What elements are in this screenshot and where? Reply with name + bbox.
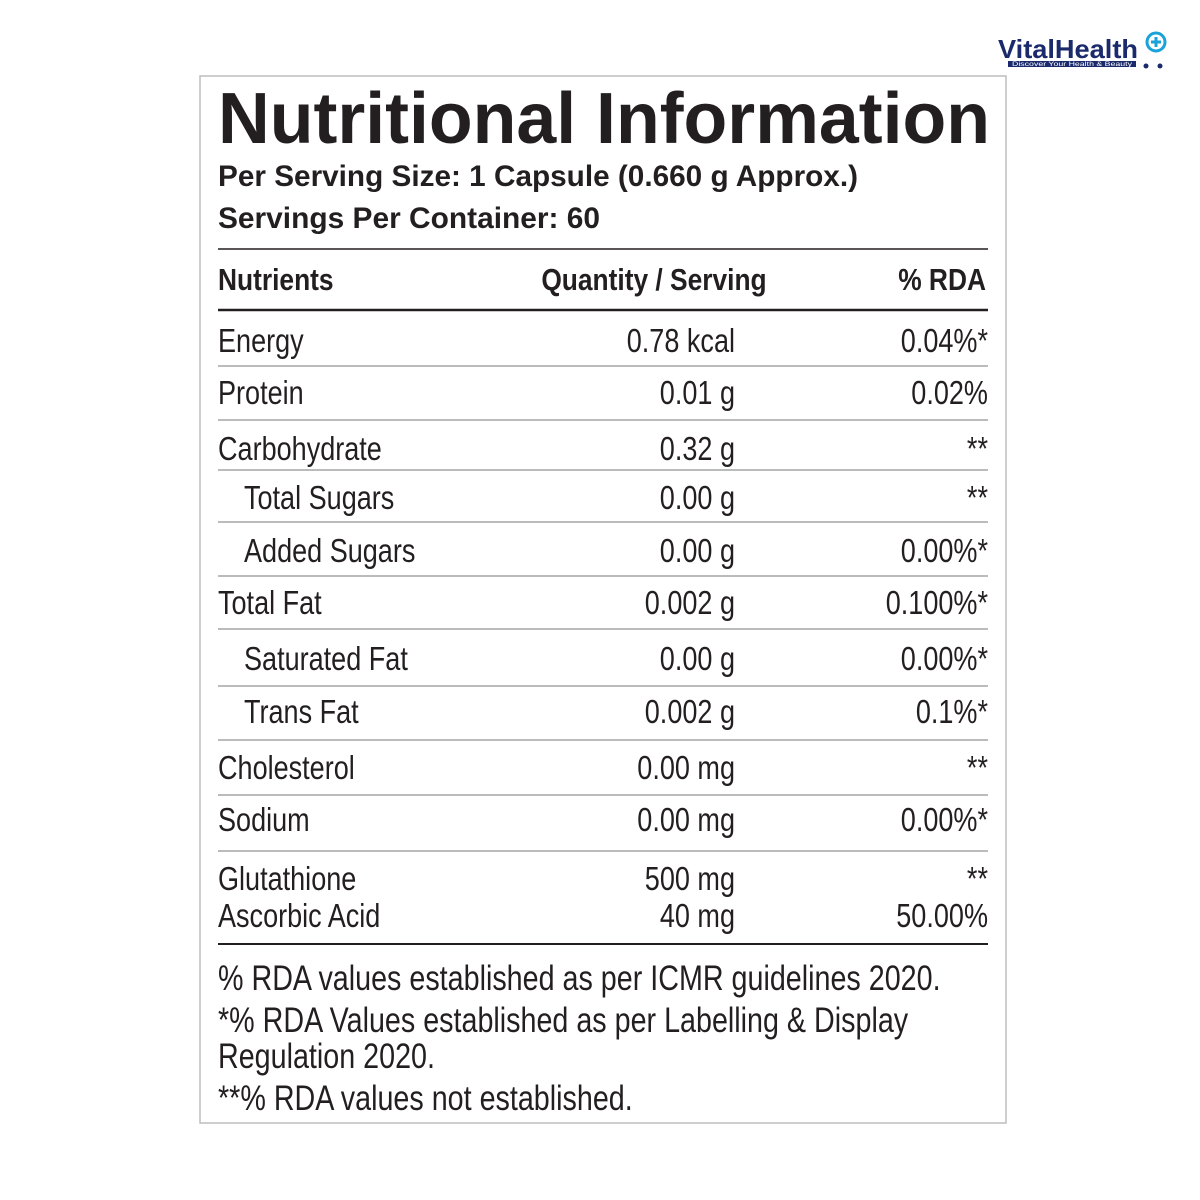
rda: **: [967, 862, 988, 898]
rda: 0.04%*: [901, 324, 988, 360]
rda: **: [967, 751, 988, 787]
serving-size: Per Serving Size: 1 Capsule (0.660 g App…: [218, 160, 858, 193]
nutrient-name: Ascorbic Acid: [218, 899, 380, 935]
nutrition-table: Nutrients Quantity / Serving % RDA Energy 0.…: [218, 263, 988, 935]
quantity: 0.002 g: [645, 695, 735, 731]
nutrient-name: Cholesterol: [218, 751, 355, 787]
rda: 0.02%: [911, 376, 988, 412]
rda: 50.00%: [896, 899, 988, 935]
quantity: 0.78 kcal: [627, 324, 735, 360]
nutrient-name: Sodium: [218, 803, 310, 839]
logo-icon: [1145, 31, 1167, 53]
logo-bar: [1008, 61, 1136, 67]
quantity: 40 mg: [660, 899, 735, 935]
column-header: % RDA: [898, 263, 986, 297]
column-header: Quantity / Serving: [541, 263, 766, 297]
footnote: *% RDA Values established as per Labelli…: [218, 1000, 908, 1039]
nutrient-name: Carbohydrate: [218, 432, 382, 468]
title: Nutritional Information: [218, 79, 990, 159]
logo-tagline: Discover Your Health & Beauty: [1012, 62, 1132, 68]
quantity: 500 mg: [645, 862, 735, 898]
servings-per-container: Servings Per Container: 60: [218, 202, 600, 235]
nutrient-name: Energy: [218, 324, 305, 360]
footnotes: % RDA values established as per ICMR gui…: [218, 958, 941, 1117]
quantity: 0.002 g: [645, 586, 735, 622]
rda: 0.00%*: [901, 642, 988, 678]
rda: 0.00%*: [901, 803, 988, 839]
nutrient-name: Total Fat: [218, 586, 322, 622]
quantity: 0.00 mg: [637, 751, 735, 787]
logo-name: VitalHealth: [998, 34, 1138, 64]
nutrient-name: Saturated Fat: [244, 642, 408, 678]
nutrient-name: Added Sugars: [244, 534, 415, 570]
footnote: % RDA values established as per ICMR gui…: [218, 958, 941, 997]
nutrient-name: Protein: [218, 376, 304, 412]
quantity: 0.00 mg: [637, 803, 735, 839]
rda: 0.1%*: [916, 695, 988, 731]
quantity: 0.00 g: [660, 481, 735, 517]
footnote: **% RDA values not established.: [218, 1078, 633, 1117]
column-header: Nutrients: [218, 263, 334, 297]
logo: VitalHealth Discover Your Health & Beaut…: [998, 31, 1167, 69]
quantity: 0.00 g: [660, 642, 735, 678]
logo-wheel: [1157, 63, 1163, 69]
footnote: Regulation 2020.: [218, 1036, 435, 1075]
quantity: 0.00 g: [660, 534, 735, 570]
rda: 0.100%*: [886, 586, 988, 622]
rda: **: [967, 432, 988, 468]
nutrient-name: Total Sugars: [244, 481, 394, 517]
quantity: 0.01 g: [660, 376, 735, 412]
logo-wheel: [1143, 63, 1149, 69]
logo-plus: [1151, 37, 1161, 47]
label-border: [199, 75, 1007, 1124]
rda: **: [967, 481, 988, 517]
rda: 0.00%*: [901, 534, 988, 570]
nutrient-name: Trans Fat: [244, 695, 359, 731]
nutrient-name: Glutathione: [218, 862, 356, 898]
quantity: 0.32 g: [660, 432, 735, 468]
